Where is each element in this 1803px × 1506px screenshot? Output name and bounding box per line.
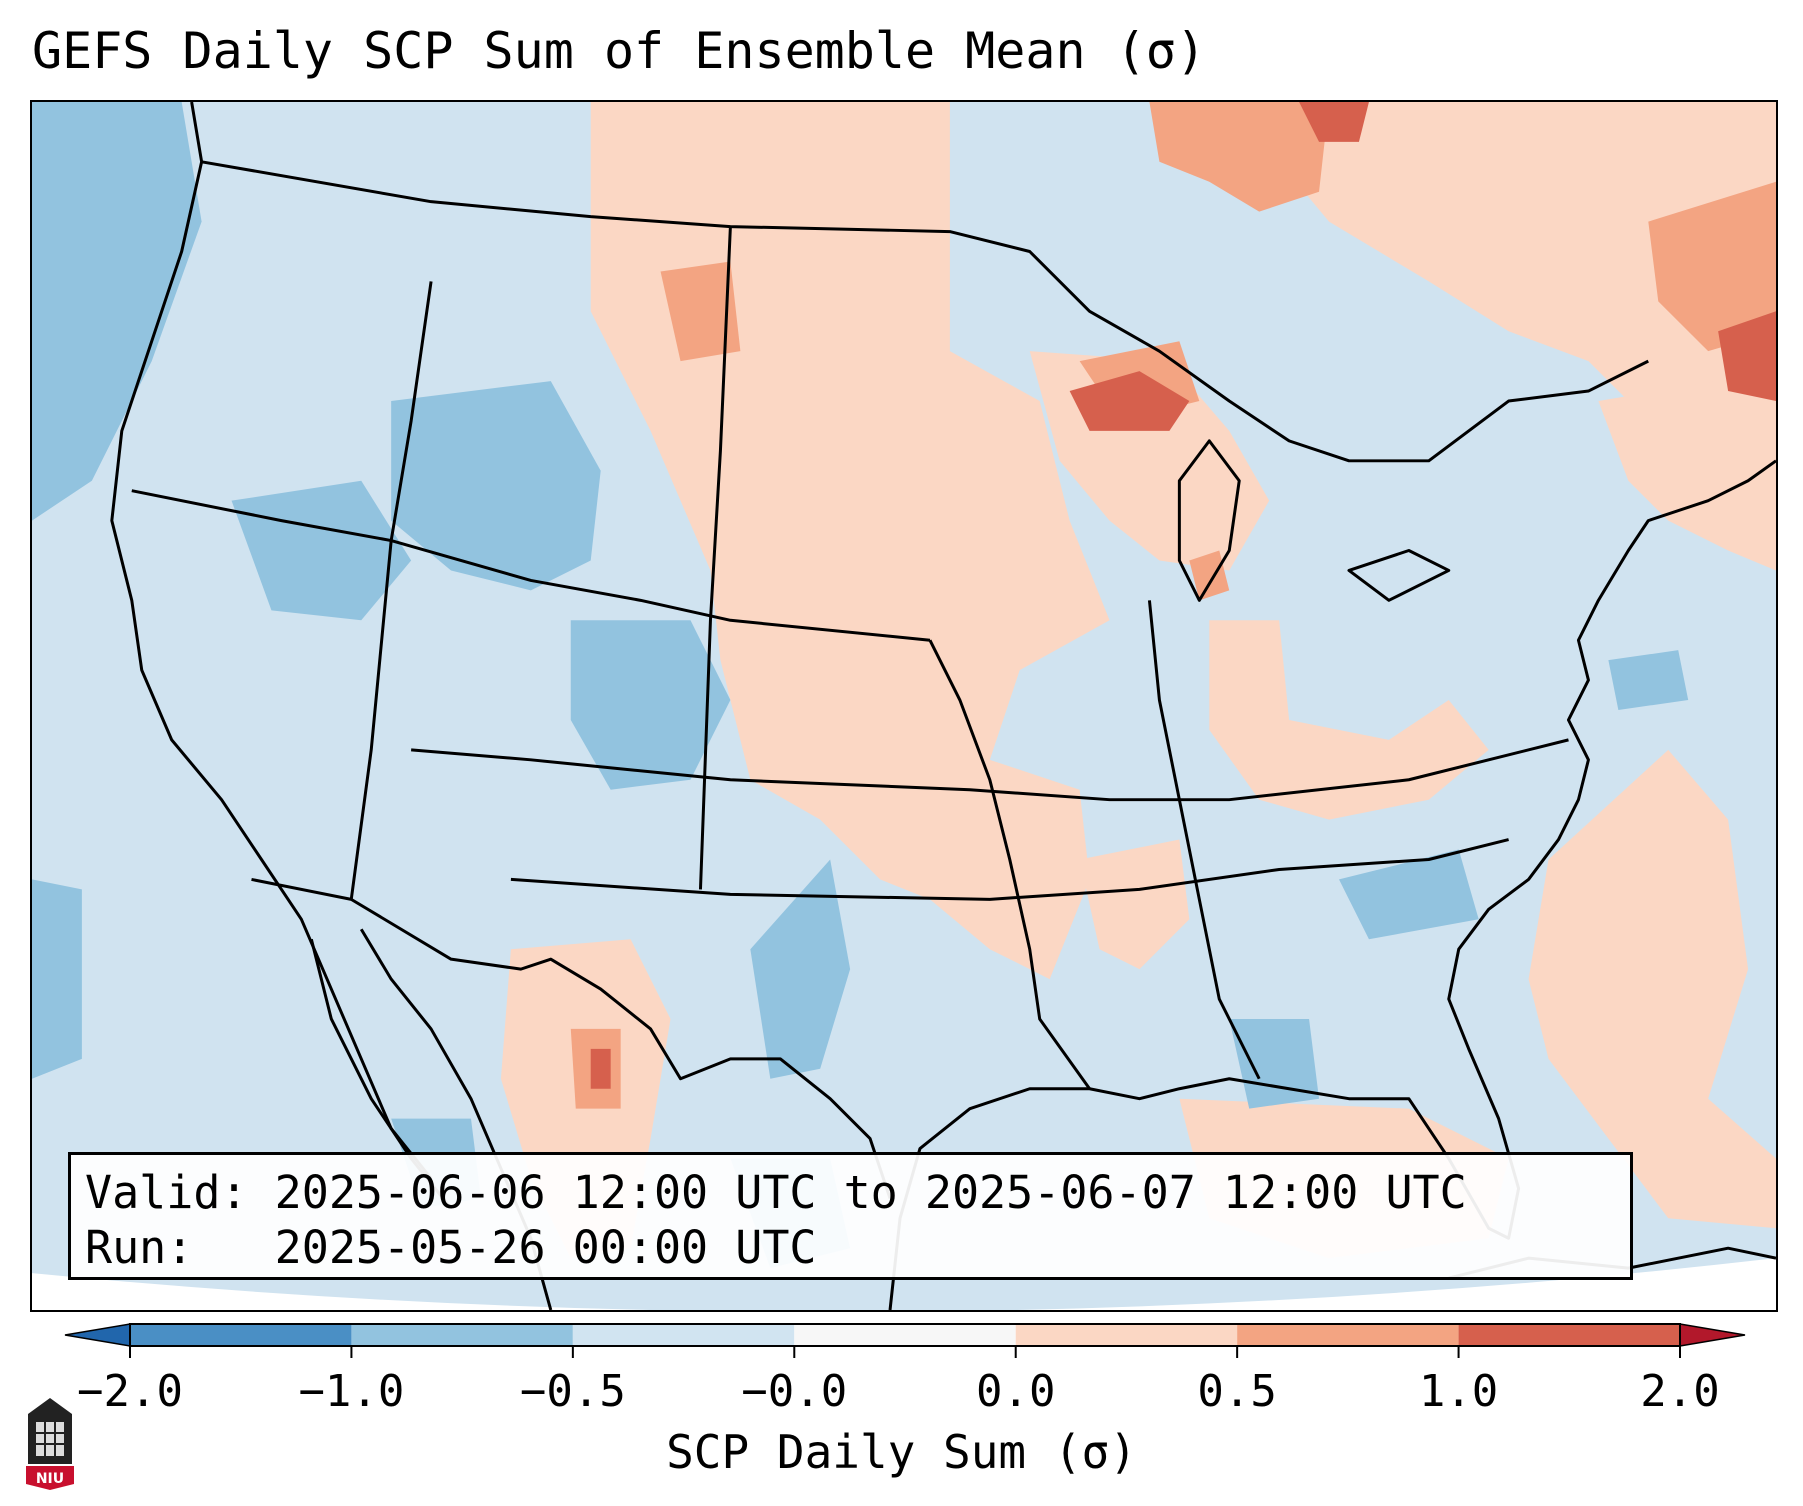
anomaly-pacific-south (32, 879, 82, 1079)
colorbar-ticks: −2.0 −1.0 −0.5 −0.0 0.0 0.5 1.0 2.0 (77, 1346, 1720, 1417)
anomaly-mid-south (1079, 839, 1190, 970)
colorbar-bin (794, 1324, 1016, 1346)
state-border-mississippi (928, 639, 1091, 1090)
colorbar-bin (1015, 1324, 1238, 1346)
anomaly-lake-michigan (1189, 550, 1230, 601)
us-mexico-border (251, 877, 892, 1199)
colorbar-tick-label: −2.0 (77, 1366, 183, 1417)
colorbar-tick-label: −0.0 (741, 1366, 847, 1417)
map-title: GEFS Daily SCP Sum of Ensemble Mean (σ) (32, 22, 1206, 80)
colorbar-bins (64, 1323, 1746, 1347)
map-panel: Valid: 2025-06-06 12:00 UTC to 2025-06-0… (30, 100, 1778, 1312)
anomaly-colorado (570, 620, 731, 790)
anomaly-pacific-coast (32, 102, 202, 521)
colorbar-bin (1237, 1324, 1459, 1346)
anomaly-nebraska (660, 261, 741, 362)
colorbar-tick-label: 2.0 (1640, 1366, 1719, 1417)
valid-time-row: Valid: 2025-06-06 12:00 UTC to 2025-06-0… (85, 1165, 1616, 1220)
colorbar-over-arrow (1679, 1323, 1746, 1347)
logo-window-grid (36, 1422, 64, 1456)
colorbar-bin (351, 1324, 573, 1346)
colorbar-tick-label: −0.5 (520, 1366, 626, 1417)
logo-red-shield (26, 1466, 74, 1490)
colorbar-under-arrow (64, 1323, 131, 1347)
anomaly-atlantic (1528, 749, 1776, 1229)
projection-edge-fill (32, 1258, 1776, 1310)
anomaly-northeast-canada (1189, 102, 1776, 411)
valid-run-info-box: Valid: 2025-06-06 12:00 UTC to 2025-06-0… (68, 1152, 1633, 1280)
anomaly-carolina-blue (1339, 849, 1479, 940)
anomaly-ontario-strong (1299, 102, 1369, 142)
gulf-coastline (888, 459, 1776, 1310)
us-canada-border (201, 160, 1649, 463)
anomaly-quebec-core (1648, 181, 1776, 352)
colorbar-label: SCP Daily Sum (σ) (666, 1425, 1137, 1479)
anomaly-texas-strong (590, 1048, 611, 1089)
colorbar-tick-label: 0.5 (1197, 1366, 1276, 1417)
map-canvas (32, 102, 1776, 1310)
run-time-row: Run: 2025-05-26 00:00 UTC (85, 1220, 1616, 1275)
anomaly-gulf-blue (1229, 1018, 1320, 1109)
anomaly-new-england (1598, 371, 1776, 571)
state-border-central (411, 738, 1569, 802)
state-border-appalachian (1147, 600, 1261, 1080)
state-border-southern (510, 838, 1509, 901)
anomaly-idaho-wyoming (391, 381, 601, 591)
niu-logo: NIU (26, 1398, 74, 1490)
anomaly-texas-blue (750, 859, 851, 1079)
great-lakes-erie (1347, 549, 1451, 602)
run-label: Run: (85, 1221, 194, 1274)
colorbar: −2.0 −1.0 −0.5 −0.0 0.0 0.5 1.0 2.0 (64, 1323, 1746, 1417)
colorbar-bin (572, 1324, 795, 1346)
colorbar-tick-label: 1.0 (1419, 1366, 1498, 1417)
colorbar-bin (1458, 1324, 1680, 1346)
valid-label: Valid: (85, 1166, 248, 1219)
colorbar-bin (130, 1324, 352, 1346)
state-border-northern-tier (131, 489, 931, 642)
anomaly-superior-strong (1069, 371, 1190, 431)
anomaly-strong-red-layer (590, 102, 1776, 1089)
great-lakes-michigan (1177, 439, 1241, 602)
run-value: 2025-05-26 00:00 UTC (274, 1221, 817, 1274)
valid-value: 2025-06-06 12:00 UTC to 2025-06-07 12:00… (274, 1166, 1467, 1219)
anomaly-ontario-core (1149, 102, 1330, 212)
colorbar-outline (129, 1323, 1681, 1347)
state-border-plains (698, 226, 732, 890)
logo-text: NIU (36, 1471, 64, 1487)
anomaly-mid-red-layer (570, 102, 1776, 1109)
anomaly-nevada (231, 480, 412, 621)
colorbar-tick-label: 0.0 (976, 1366, 1055, 1417)
colorbar-tick-label: −1.0 (298, 1366, 404, 1417)
anomaly-atlantic-blue (1608, 650, 1689, 710)
anomaly-maine-strong (1718, 311, 1776, 402)
pacific-coastline (110, 102, 433, 1180)
state-border-rockies (349, 281, 433, 900)
anomaly-ohio-valley (1209, 620, 1489, 820)
anomaly-northern-plains (590, 102, 1110, 980)
